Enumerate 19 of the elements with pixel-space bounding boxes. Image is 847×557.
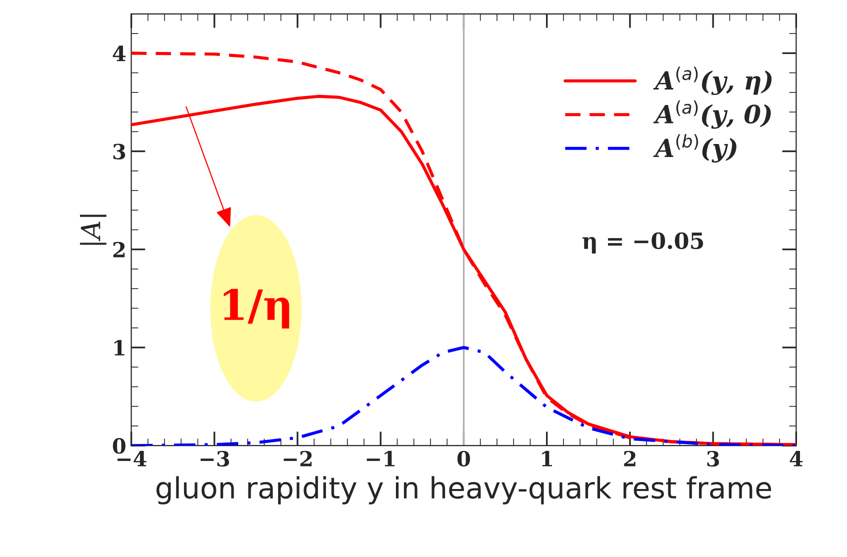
y-axis-title: |A|	[80, 214, 106, 245]
x-tick-label: 4	[790, 450, 803, 466]
x-tick-label: 1	[542, 450, 552, 466]
x-axis-title: gluon rapidity y in heavy-quark rest frame	[156, 476, 772, 504]
legend-label: A$^{(b)}$(y)	[653, 134, 736, 163]
legend-label: A$^{(a)}$(y, 0)	[653, 100, 771, 129]
y-tick-label: 4	[112, 46, 126, 62]
x-tick-label: −2	[284, 450, 312, 466]
y-tick-label: 2	[113, 242, 125, 258]
y-tick-label: 1	[114, 340, 124, 356]
x-tick-label: −3	[200, 450, 230, 467]
x-tick-label: 3	[707, 450, 719, 467]
legend-label: A$^{(a)}$(y, η)	[653, 66, 772, 96]
annotation: η = −0.05	[582, 232, 704, 254]
annotation: 1/η	[224, 288, 290, 328]
y-tick-label: 3	[113, 144, 126, 160]
x-tick-label: 0	[457, 450, 470, 467]
x-tick-label: 2	[624, 450, 636, 466]
x-tick-label: −1	[366, 450, 395, 466]
